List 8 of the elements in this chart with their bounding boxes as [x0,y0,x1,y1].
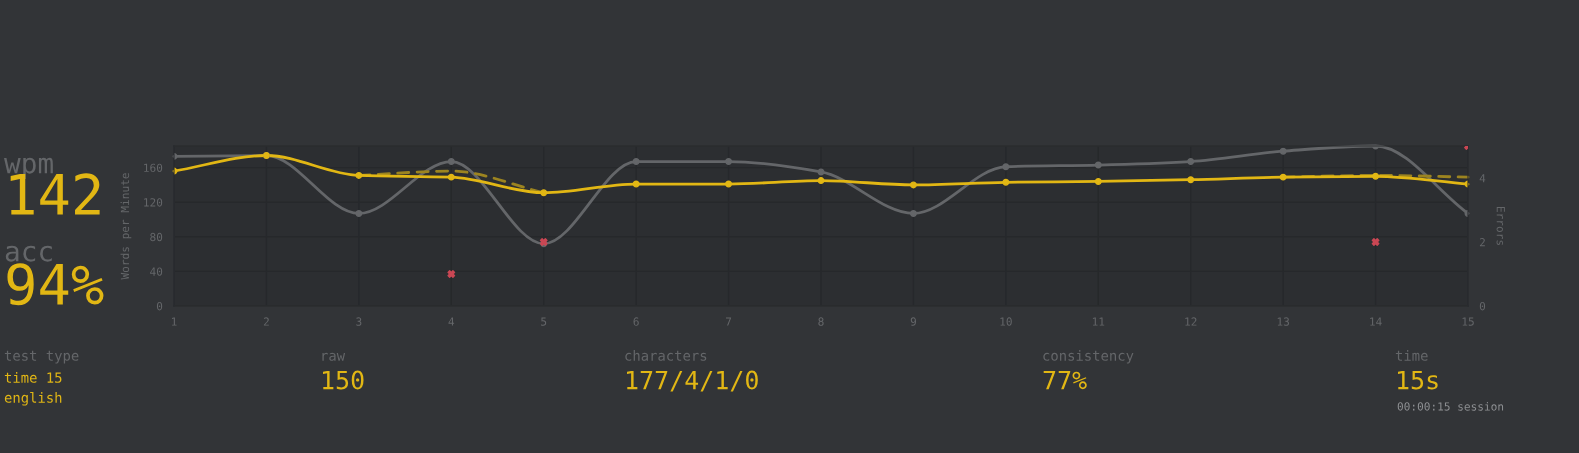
text: 94% [7,263,104,306]
text: 150 [323,370,364,390]
text: time 15 [4,372,62,383]
text: 77% [1043,370,1087,390]
text: english [4,392,62,406]
text: 177/4/1/0 [627,370,758,392]
text: 00:00:15 session [1397,402,1504,411]
text: 15s [1398,370,1438,390]
